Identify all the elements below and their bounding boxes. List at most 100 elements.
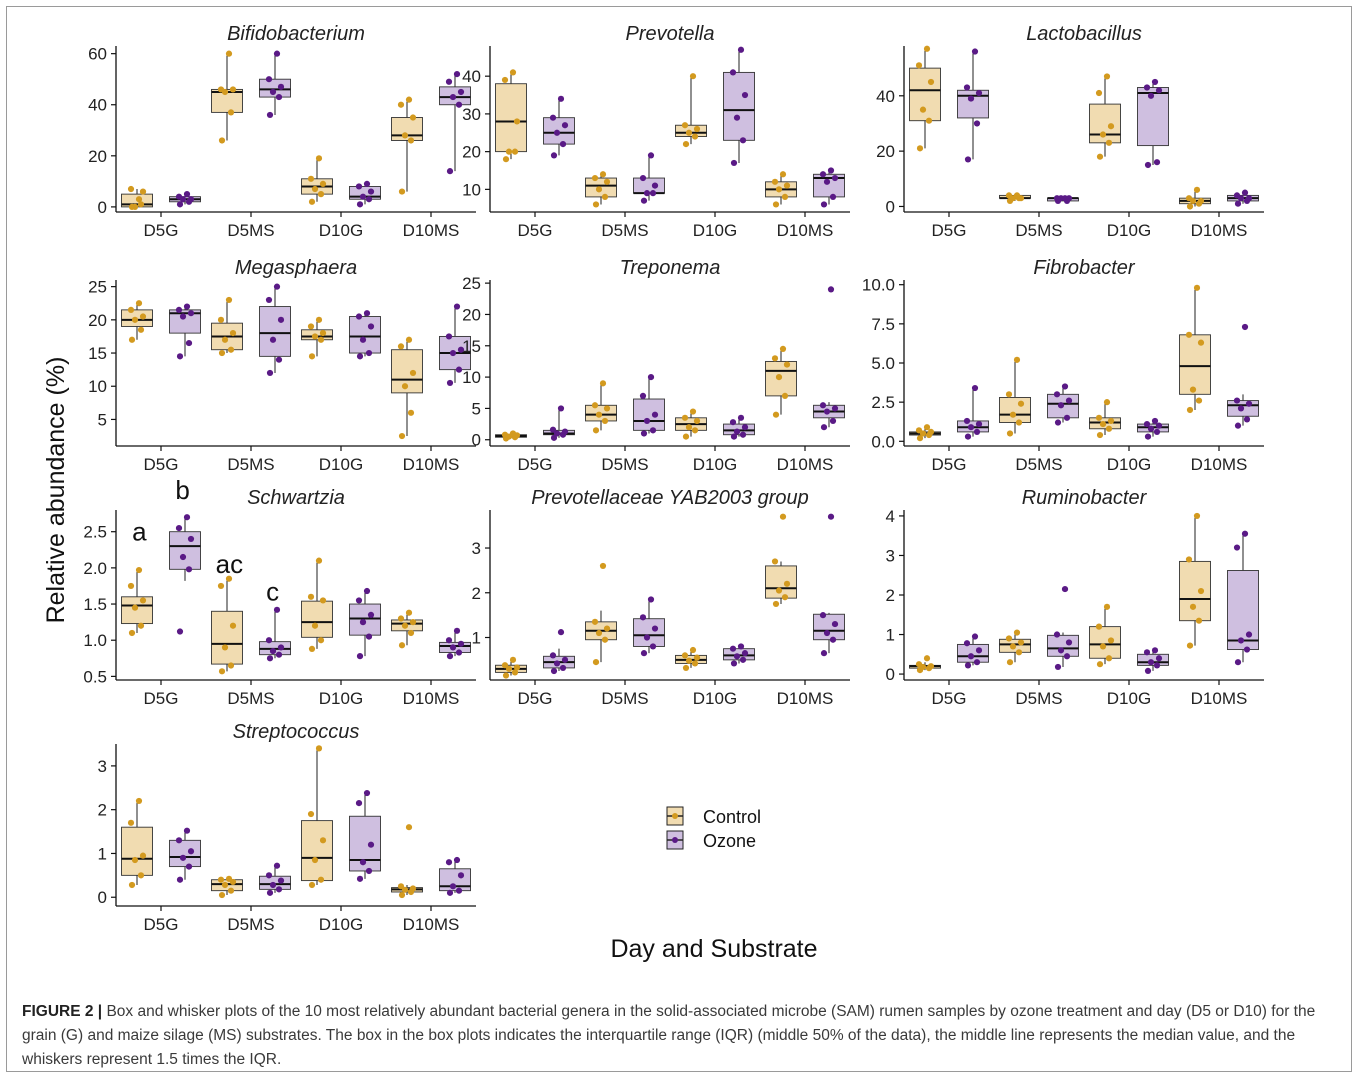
x-tick-label: D10G	[319, 689, 363, 708]
data-point	[445, 78, 453, 85]
data-point	[308, 353, 316, 360]
box-ozone-d5ms	[259, 283, 291, 377]
data-point	[227, 662, 235, 669]
data-point	[651, 625, 659, 632]
data-point	[229, 330, 237, 337]
data-point	[691, 427, 699, 434]
box-control-d10g	[1089, 603, 1121, 668]
data-point	[307, 175, 315, 182]
box-control-d5ms	[211, 50, 243, 144]
data-point	[315, 155, 323, 162]
data-point	[681, 414, 689, 421]
box-ozone-d5g	[957, 384, 989, 440]
data-point	[135, 300, 143, 307]
data-point	[682, 140, 690, 148]
data-point	[781, 594, 789, 601]
box-control-d10g	[301, 745, 333, 889]
data-point	[367, 323, 375, 330]
data-point	[730, 660, 738, 667]
data-point	[398, 188, 406, 195]
data-point	[317, 336, 325, 343]
data-point	[127, 582, 135, 590]
panel-prevotella: Prevotella 10 20 30 40 D5G D5MS D10G D10MS	[462, 23, 850, 240]
box-iqr	[121, 826, 153, 876]
y-tick-label: 2.0	[83, 559, 107, 578]
data-point	[603, 625, 611, 632]
significance-letter: b	[175, 475, 189, 505]
data-point	[1143, 649, 1151, 656]
box-control-d5g	[909, 424, 941, 442]
data-point	[1054, 663, 1062, 671]
data-point	[397, 883, 405, 890]
data-point	[1245, 631, 1253, 638]
data-point	[647, 373, 655, 381]
data-point	[1107, 637, 1115, 644]
box-control-d10ms	[1179, 186, 1211, 210]
box-iqr	[999, 397, 1031, 423]
x-tick-label: D5MS	[1015, 221, 1062, 240]
data-point	[771, 178, 779, 185]
data-point	[1053, 631, 1061, 638]
data-point	[1013, 356, 1021, 363]
data-point	[1143, 84, 1151, 91]
data-point	[446, 889, 454, 896]
data-point	[359, 619, 367, 626]
data-point	[971, 48, 979, 55]
data-point	[595, 186, 603, 193]
data-point	[275, 93, 283, 101]
data-point	[367, 188, 375, 195]
y-tick-label: 3	[472, 539, 481, 558]
data-point	[737, 643, 745, 650]
panel-title: Prevotellaceae YAB2003 group	[531, 487, 809, 509]
data-point	[550, 152, 558, 159]
data-point	[183, 827, 191, 834]
data-point	[1241, 323, 1249, 331]
data-point	[643, 190, 651, 197]
data-point	[315, 557, 323, 564]
box-iqr	[259, 78, 291, 98]
data-point	[963, 640, 971, 647]
data-point	[649, 190, 657, 197]
data-point	[1065, 397, 1073, 404]
data-point	[823, 408, 831, 415]
data-point	[1063, 414, 1071, 421]
data-point	[737, 46, 745, 53]
data-point	[449, 883, 457, 890]
data-point	[733, 653, 741, 660]
box-ozone-d5g	[957, 48, 989, 163]
data-point	[183, 191, 191, 198]
box-iqr	[723, 71, 755, 141]
data-point	[365, 633, 373, 640]
box-control-d10ms	[391, 336, 423, 440]
data-point	[779, 345, 787, 353]
data-point	[185, 566, 193, 573]
data-point	[311, 185, 319, 193]
data-point	[266, 369, 274, 377]
box-iqr	[1179, 334, 1211, 395]
data-point	[1186, 406, 1194, 414]
data-point	[359, 336, 367, 343]
x-tick-label: D5G	[932, 689, 967, 708]
data-point	[513, 664, 521, 671]
data-point	[1015, 649, 1023, 656]
data-point	[915, 427, 923, 434]
data-point	[409, 369, 417, 377]
panel-schwartzia: Schwartzia 0.5 1.0 1.5 2.0 2.5 D5G D5MS D10G D10M…	[83, 475, 476, 708]
data-point	[1006, 430, 1014, 437]
box-control-d10ms	[765, 345, 797, 418]
data-point	[557, 629, 565, 636]
data-point	[1193, 186, 1201, 193]
panel-title: Treponema	[620, 257, 721, 279]
data-point	[1185, 331, 1193, 338]
data-point	[651, 411, 659, 418]
box-ozone-d10ms	[1227, 323, 1259, 429]
data-point	[1063, 653, 1071, 660]
data-point	[1005, 192, 1013, 199]
data-point	[1053, 391, 1061, 398]
data-point	[275, 356, 283, 363]
y-tick-label: 10	[462, 368, 481, 387]
x-tick-label: D5MS	[601, 689, 648, 708]
box-ozone-d10ms	[813, 167, 845, 208]
panel-megasphaera: Megasphaera 5 10 15 20 25 D5G D5MS D10G D10MS	[88, 257, 476, 474]
data-point	[365, 867, 373, 875]
